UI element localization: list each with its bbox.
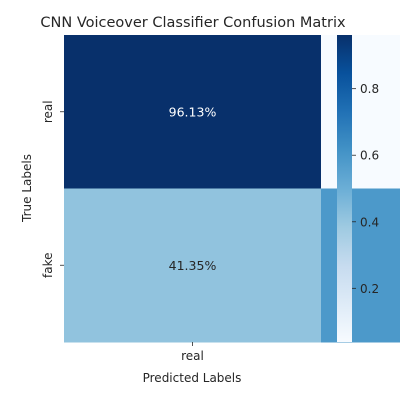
y-tick-label: real <box>41 100 55 123</box>
cell-fake-fake <box>321 189 400 343</box>
cell-real-fake <box>321 35 400 189</box>
y-tick-label: fake <box>41 253 55 278</box>
y-axis-ticks: real fake <box>41 100 64 278</box>
cell-label-real-real: 96.13% <box>169 104 217 119</box>
x-tick-label: real <box>181 349 204 363</box>
cell-label-fake-real: 41.35% <box>169 258 217 273</box>
x-axis-label: Predicted Labels <box>143 371 242 385</box>
colorbar <box>337 35 352 342</box>
chart-title: CNN Voiceover Classifier Confusion Matri… <box>40 15 346 31</box>
colorbar-tick-label: 0.2 <box>360 282 379 296</box>
colorbar-tick-label: 0.4 <box>360 215 379 229</box>
colorbar-tick-label: 0.8 <box>360 82 379 96</box>
y-axis-label: True Labels <box>20 154 34 223</box>
colorbar-tick-label: 0.6 <box>360 149 379 163</box>
